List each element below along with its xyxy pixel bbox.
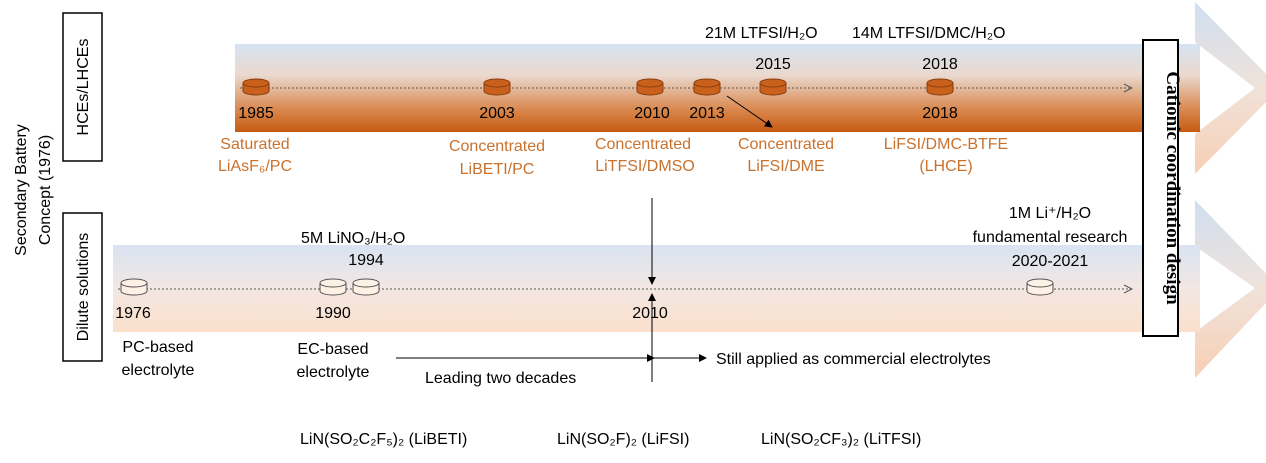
hce-arrow-head: [1195, 2, 1266, 174]
dilute-caption-2-line1: EC-based: [297, 341, 368, 358]
hce-caption-2-line1: Concentrated: [449, 138, 545, 155]
hce-label-box: [62, 12, 103, 162]
hce-cylinder-marker: [926, 78, 954, 96]
year-above-2018: 2018: [922, 56, 958, 73]
hce-caption-1-line1: Saturated: [220, 136, 289, 153]
hce-cylinder-marker: [636, 78, 664, 96]
hce-year-2013: 2013: [689, 105, 725, 122]
still-applied-note: Still applied as commercial electrolytes: [716, 351, 991, 368]
year-above-2015: 2015: [755, 56, 791, 73]
hce-label: HCEs/LHCEs: [75, 39, 92, 136]
hce-2013-arrow: [726, 95, 773, 128]
dilute-cylinder-marker: [120, 278, 148, 296]
hce-year-2018: 2018: [922, 105, 958, 122]
dilute-caption-1-line1: PC-based: [122, 339, 193, 356]
salt-lifsi: LiN(SO₂F)₂ (LiFSI): [557, 431, 689, 448]
dilute-cylinder-marker: [319, 278, 347, 296]
right-banner-box: [1142, 39, 1179, 337]
hce-year-2010: 2010: [634, 105, 670, 122]
hce-caption-5-line1: LiFSI/DMC-BTFE: [884, 136, 1008, 153]
salt-libeti: LiN(SO₂C₂F₅)₂ (LiBETI): [300, 431, 467, 448]
hce-caption-3-line2: LiTFSI/DMSO: [595, 158, 695, 175]
li-h2o-line2: fundamental research: [973, 229, 1128, 246]
leading-note: Leading two decades: [425, 370, 576, 387]
ltfsi-21m-label: 21M LTFSI/H₂O: [705, 25, 818, 42]
dilute-cylinder-marker: [1026, 278, 1054, 296]
li-h2o-line1: 1M Li⁺/H₂O: [1009, 205, 1091, 222]
hce-cylinder-marker: [693, 78, 721, 96]
year-2020-2021: 2020-2021: [1012, 253, 1089, 270]
hce-cylinder-marker: [242, 78, 270, 96]
dilute-caption-1-line2: electrolyte: [122, 362, 195, 379]
hce-caption-5-line2: (LHCE): [919, 158, 972, 175]
dilute-caption-2-line2: electrolyte: [297, 364, 370, 381]
hce-caption-4-line2: LiFSI/DME: [747, 158, 824, 175]
hce-year-2003: 2003: [479, 105, 515, 122]
dilute-label: Dilute solutions: [75, 233, 92, 342]
hce-year-1985: 1985: [238, 105, 274, 122]
hce-caption-4-line1: Concentrated: [738, 136, 834, 153]
dilute-year-1976: 1976: [115, 305, 151, 322]
dilute-cylinder-marker: [352, 278, 380, 296]
side-label-line2: Concept (1976): [37, 135, 54, 245]
right-banner: Cationic coordination design: [1162, 71, 1183, 305]
hce-cylinder-marker: [759, 78, 787, 96]
hce-caption-2-line2: LiBETI/PC: [460, 161, 535, 178]
year-1994: 1994: [348, 252, 384, 269]
dilute-arrow-head: [1195, 200, 1266, 378]
lino3-label: 5M LiNO₃/H₂O: [301, 230, 405, 247]
salt-litfsi: LiN(SO₂CF₃)₂ (LiTFSI): [761, 431, 921, 448]
hce-caption-1-line2: LiAsF₆/PC: [218, 158, 292, 175]
dilute-year-2010: 2010: [632, 305, 668, 322]
hce-caption-3-line1: Concentrated: [595, 136, 691, 153]
dilute-year-1990: 1990: [315, 305, 351, 322]
hce-cylinder-marker: [483, 78, 511, 96]
dilute-label-box: [62, 212, 103, 362]
side-label-line1: Secondary Battery: [13, 124, 30, 256]
ltfsi-14m-label: 14M LTFSI/DMC/H₂O: [852, 25, 1005, 42]
